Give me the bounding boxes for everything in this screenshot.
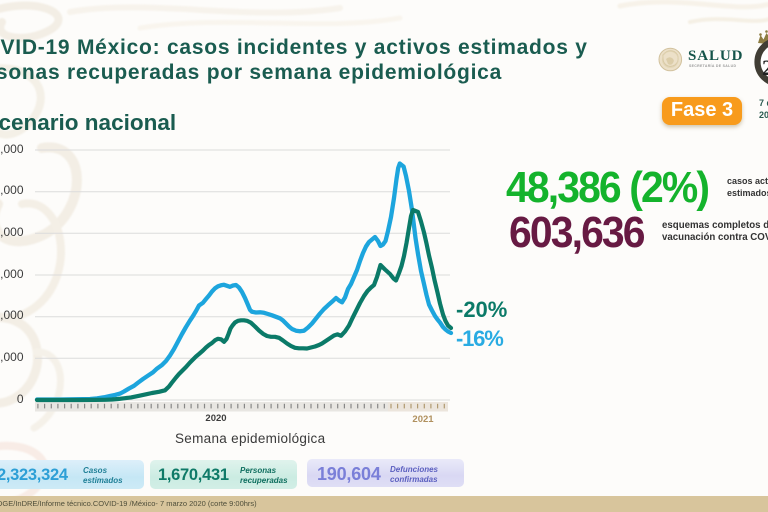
svg-text:2: 2 bbox=[762, 55, 768, 80]
